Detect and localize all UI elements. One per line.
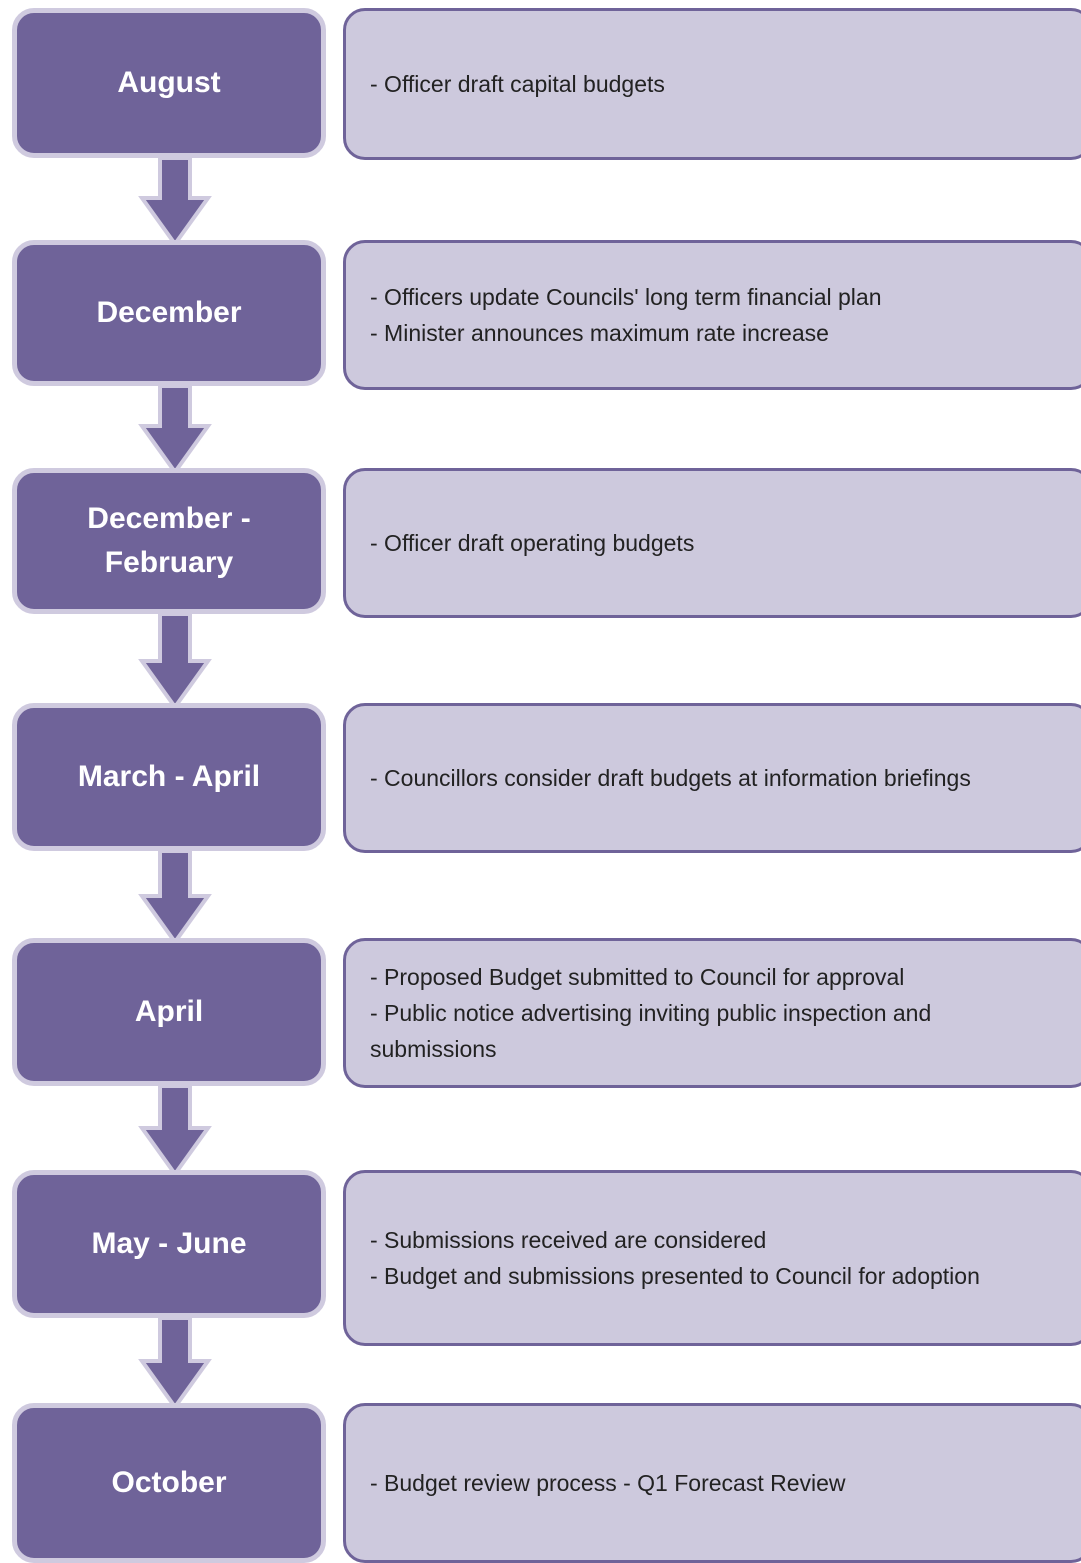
arrow (138, 1316, 212, 1411)
arrow (138, 1084, 212, 1178)
description-line: - Budget review process - Q1 Forecast Re… (370, 1470, 846, 1496)
period-box: April (12, 938, 326, 1086)
period-box: May - June (12, 1170, 326, 1318)
description-line: - Councillors consider draft budgets at … (370, 765, 971, 791)
description-box: - Proposed Budget submitted to Council f… (343, 938, 1081, 1088)
description-box: - Officer draft capital budgets (343, 8, 1081, 160)
description-line: - Submissions received are considered (370, 1227, 767, 1253)
description-box: - Submissions received are considered - B… (343, 1170, 1081, 1346)
arrow (138, 156, 212, 248)
period-box: December - February (12, 468, 326, 614)
description-box: - Councillors consider draft budgets at … (343, 703, 1081, 853)
period-box: December (12, 240, 326, 386)
description-line: - Budget and submissions presented to Co… (370, 1263, 980, 1289)
description-box: - Officers update Councils' long term fi… (343, 240, 1081, 390)
description-line: - Public notice advertising inviting pub… (370, 1000, 932, 1062)
arrow (138, 612, 212, 711)
description-line: - Minister announces maximum rate increa… (370, 320, 829, 346)
description-line: - Officer draft capital budgets (370, 71, 665, 97)
description-box: - Budget review process - Q1 Forecast Re… (343, 1403, 1081, 1563)
period-box: October (12, 1403, 326, 1563)
arrow (138, 849, 212, 946)
description-line: - Officer draft operating budgets (370, 530, 695, 556)
description-line: - Officers update Councils' long term fi… (370, 284, 882, 310)
arrow (138, 384, 212, 476)
description-line: - Proposed Budget submitted to Council f… (370, 964, 905, 990)
description-box: - Officer draft operating budgets (343, 468, 1081, 618)
period-box: August (12, 8, 326, 158)
period-box: March - April (12, 703, 326, 851)
